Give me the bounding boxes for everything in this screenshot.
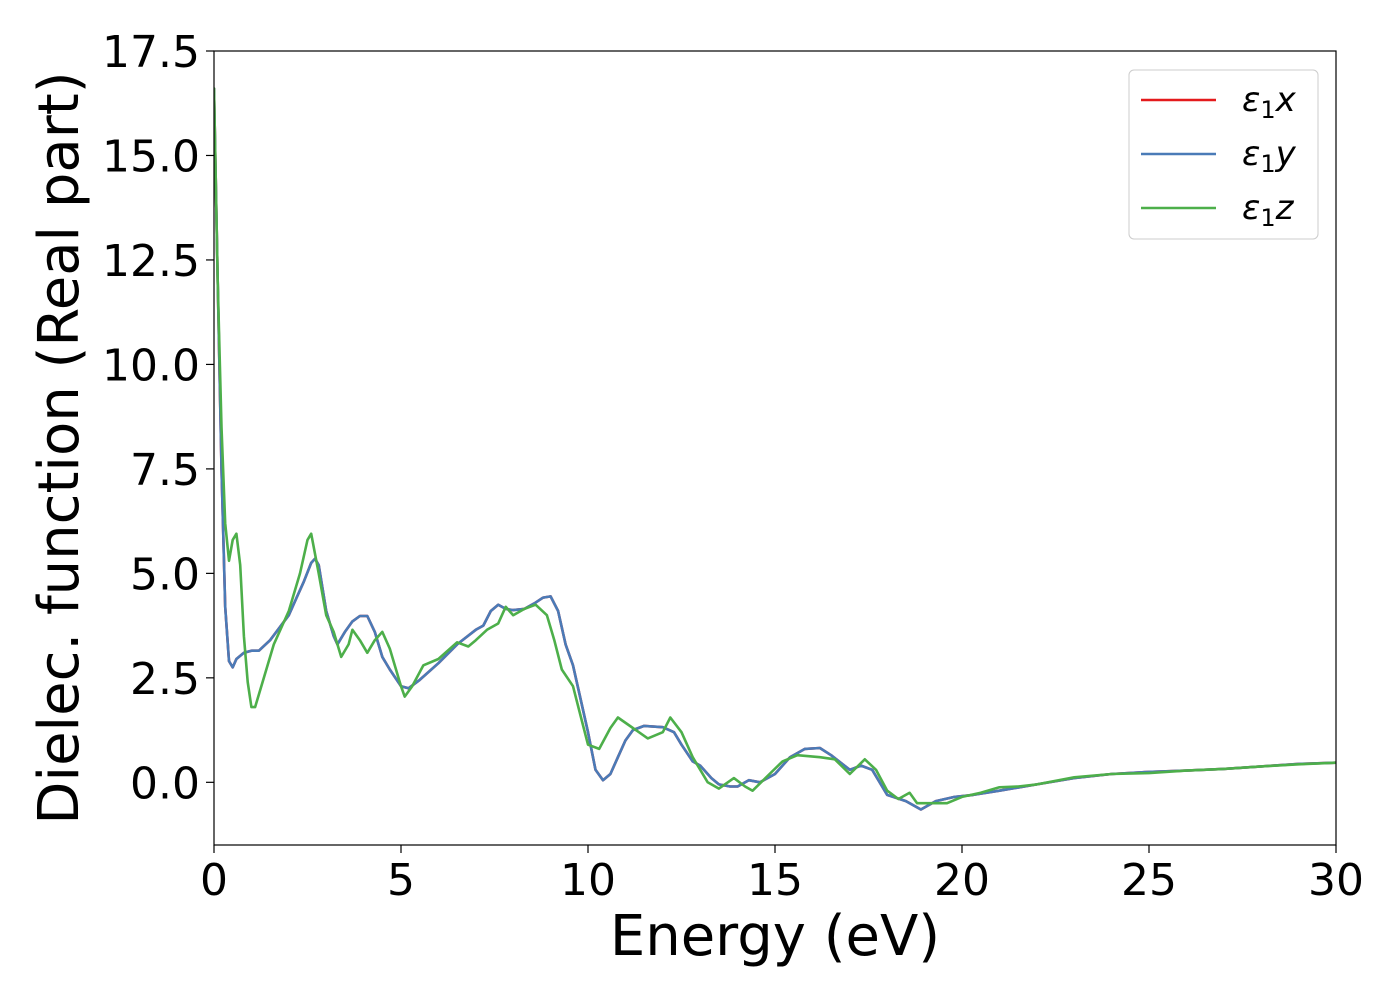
x-tick-label: 10 — [560, 855, 616, 906]
legend-symbol: ε — [1242, 188, 1260, 228]
y-tick-label: 7.5 — [130, 445, 200, 496]
series-line-z — [214, 87, 1336, 805]
y-tick-label: 15.0 — [102, 131, 200, 182]
legend-subscript: 1 — [1260, 96, 1275, 124]
x-tick-label: 0 — [200, 855, 228, 906]
legend-component: y — [1275, 134, 1297, 174]
legend-symbol: ε — [1242, 134, 1260, 174]
x-tick-label: 20 — [934, 855, 990, 906]
legend-box — [1128, 69, 1319, 240]
y-tick-label: 10.0 — [102, 340, 200, 391]
x-tick-label: 5 — [387, 855, 415, 906]
x-tick-label: 15 — [747, 855, 803, 906]
y-tick-label: 5.0 — [130, 549, 200, 600]
legend-subscript: 1 — [1260, 150, 1275, 178]
series-layer — [214, 87, 1336, 811]
y-tick-label: 0.0 — [130, 758, 200, 809]
x-axis-ticks: 0 5 10 15 20 25 30 — [200, 845, 1364, 906]
legend-label-x: ε1x — [1242, 80, 1297, 124]
y-axis-ticks: 0.0 2.5 5.0 7.5 10.0 12.5 15.0 17.5 — [102, 27, 214, 809]
y-tick-label: 17.5 — [102, 27, 200, 78]
legend-component: x — [1275, 80, 1297, 120]
x-tick-label: 30 — [1308, 855, 1364, 906]
series-line-y — [214, 87, 1336, 811]
x-tick-label: 25 — [1121, 855, 1177, 906]
legend-component: z — [1275, 188, 1295, 228]
y-axis-label: Dielec. function (Real part) — [27, 71, 92, 824]
legend-label-y: ε1y — [1242, 134, 1297, 178]
legend-symbol: ε — [1242, 80, 1260, 120]
y-tick-label: 2.5 — [130, 654, 200, 705]
y-tick-label: 12.5 — [102, 236, 200, 287]
legend-subscript: 1 — [1260, 204, 1275, 232]
legend-label-z: ε1z — [1242, 188, 1295, 232]
x-axis-label: Energy (eV) — [610, 904, 940, 969]
